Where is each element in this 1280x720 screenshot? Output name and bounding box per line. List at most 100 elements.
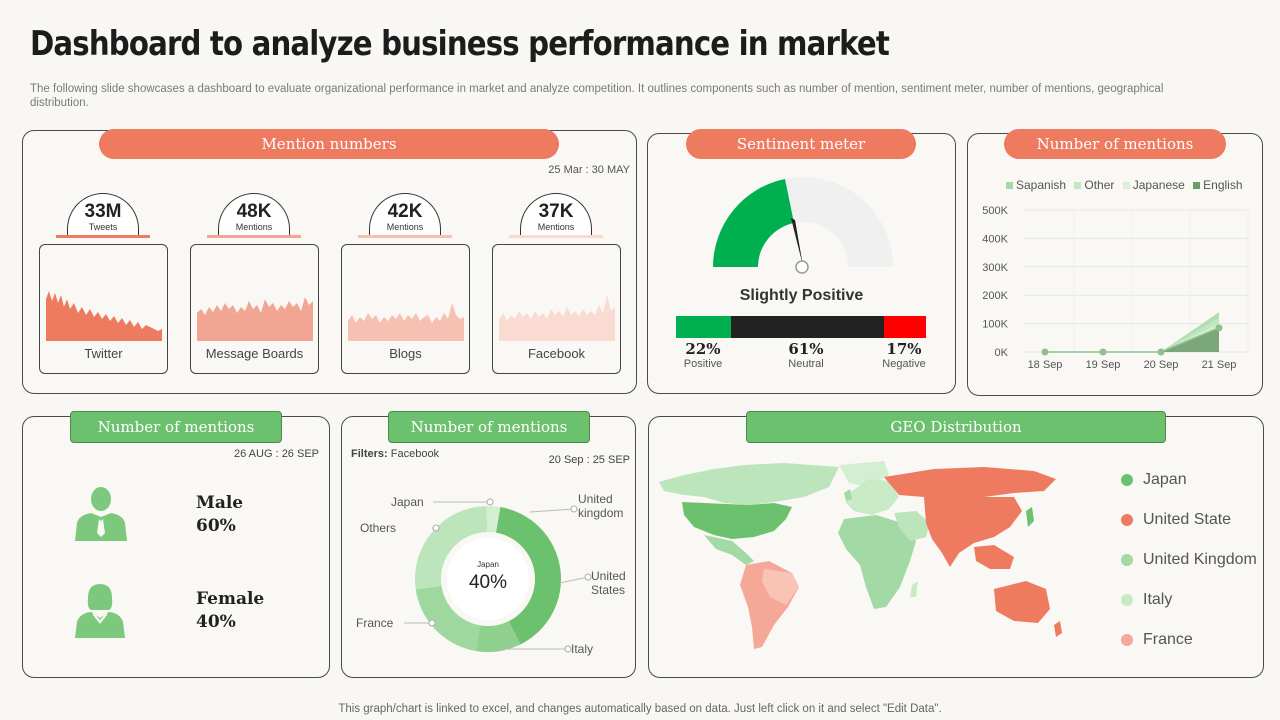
positive-pct: 22%	[685, 340, 721, 358]
x-tick-label: 21 Sep	[1202, 359, 1237, 371]
twitter-card[interactable]: Twitter	[39, 244, 168, 374]
gender-date-range: 26 AUG : 26 SEP	[234, 448, 319, 460]
donut-slice-france	[415, 585, 481, 651]
filter-value: Facebook	[390, 448, 440, 460]
map-madagascar	[910, 581, 918, 597]
x-tick-label: 20 Sep	[1144, 359, 1179, 371]
label-italy: Italy	[571, 642, 594, 656]
x-tick-label: 19 Sep	[1086, 359, 1121, 371]
twitter-sparkline	[46, 291, 162, 341]
map-europe	[846, 479, 899, 515]
geo-legend-france-label: France	[1143, 631, 1193, 648]
message-boards-underline	[207, 235, 301, 238]
mentions-legend: Sapanish Other Japanese English	[1006, 178, 1243, 192]
mentions-chart-panel: Number of mentions Sapanish Other Japane…	[967, 129, 1263, 396]
donut-leader-dot	[570, 505, 578, 513]
x-tick-label: 18 Sep	[1028, 359, 1063, 371]
map-north-america-north	[659, 463, 839, 505]
donut-leader-dot	[564, 645, 572, 653]
dome-twitter: 33M Tweets	[67, 193, 139, 236]
label-uk: United kingdom	[578, 492, 624, 520]
mentions-chart-title: Number of mentions	[1004, 129, 1226, 159]
message-boards-count: 48K	[236, 201, 272, 222]
male-label: Male	[196, 493, 244, 513]
sentiment-status: Slightly Positive	[739, 287, 864, 304]
map-asia	[924, 497, 1022, 567]
label-japan: Japan	[391, 495, 424, 509]
y-tick-label: 100K	[982, 319, 1008, 331]
blogs-sparkline	[348, 303, 464, 341]
y-tick-label: 200K	[982, 290, 1008, 302]
mention-date-range: 25 Mar : 30 MAY	[548, 164, 630, 176]
negative-label: Negative	[882, 358, 926, 370]
positive-stat: 22% Positive	[676, 340, 730, 370]
label-others: Others	[360, 521, 397, 535]
blogs-count: 42K	[387, 201, 423, 222]
donut-slice-japan	[495, 507, 561, 645]
donut-leader-dot	[428, 619, 436, 627]
map-africa	[838, 515, 916, 609]
facebook-count: 37K	[538, 201, 574, 222]
area-series-english	[1045, 327, 1219, 352]
legend-item-other: Other	[1074, 178, 1114, 192]
donut-filter: Filters: Facebook	[351, 448, 439, 460]
female-stat: Female 40%	[196, 588, 264, 634]
male-pct: 60%	[196, 516, 236, 536]
donut-leader-dot	[584, 573, 592, 581]
donut-center-label: Japan	[477, 560, 499, 569]
message-boards-card[interactable]: Message Boards	[190, 244, 319, 374]
blogs-label: Blogs	[389, 346, 422, 361]
twitter-unit: Tweets	[88, 222, 118, 232]
y-tick-label: 0K	[995, 347, 1009, 359]
twitter-count: 33M	[84, 201, 122, 222]
legend-item-english: English	[1193, 178, 1243, 192]
facebook-sparkline	[499, 295, 615, 341]
gauge-hub	[795, 260, 809, 274]
sentiment-title: Sentiment meter	[686, 129, 916, 159]
geo-legend-uk: United Kingdom	[1121, 551, 1257, 569]
geo-legend-us: United State	[1121, 511, 1231, 529]
donut-leader-dot	[432, 524, 440, 532]
english-point	[1215, 324, 1223, 332]
neutral-stat: 61% Neutral	[776, 340, 836, 370]
english-point	[1041, 348, 1049, 356]
geo-legend-uk-label: United Kingdom	[1143, 551, 1257, 568]
dome-facebook: 37K Mentions	[520, 193, 592, 236]
donut-slice-united-kingdom	[486, 506, 501, 533]
blogs-card[interactable]: Blogs	[341, 244, 470, 374]
legend-item-japanese: Japanese	[1122, 178, 1185, 192]
mention-numbers-title: Mention numbers	[99, 129, 559, 159]
mention-numbers-panel: Mention numbers 25 Mar : 30 MAY 33M Twee…	[22, 129, 637, 394]
legend-other: Other	[1084, 178, 1115, 192]
donut-chart	[404, 498, 592, 653]
map-uk	[844, 489, 852, 501]
male-icon	[75, 487, 127, 541]
blogs-unit: Mentions	[386, 222, 424, 232]
map-central-america	[704, 535, 754, 565]
legend-english: English	[1203, 178, 1243, 192]
message-boards-unit: Mentions	[235, 222, 273, 232]
donut-leader-line	[529, 508, 575, 513]
map-brazil	[762, 569, 799, 605]
facebook-unit: Mentions	[537, 222, 575, 232]
footer-note: This graph/chart is linked to excel, and…	[338, 703, 942, 715]
sentiment-bar	[676, 316, 926, 338]
dome-blogs: 42K Mentions	[369, 193, 441, 236]
gauge-needle	[791, 218, 803, 266]
map-usa	[682, 502, 792, 539]
facebook-underline	[509, 235, 603, 238]
male-stat: Male 60%	[196, 492, 243, 538]
map-new-zealand	[1054, 621, 1062, 637]
negative-stat: 17% Negative	[876, 340, 932, 370]
neutral-segment	[731, 316, 884, 338]
filter-label: Filters:	[351, 448, 388, 460]
female-pct: 40%	[196, 612, 236, 632]
donut-leader-line	[559, 576, 589, 584]
donut-date-range: 20 Sep : 25 SEP	[548, 454, 630, 466]
donut-slice-italy	[475, 621, 521, 652]
twitter-label: Twitter	[84, 346, 123, 361]
map-russia	[884, 467, 1056, 499]
y-tick-label: 400K	[982, 233, 1008, 245]
world-map	[659, 461, 1062, 649]
facebook-card[interactable]: Facebook	[492, 244, 621, 374]
